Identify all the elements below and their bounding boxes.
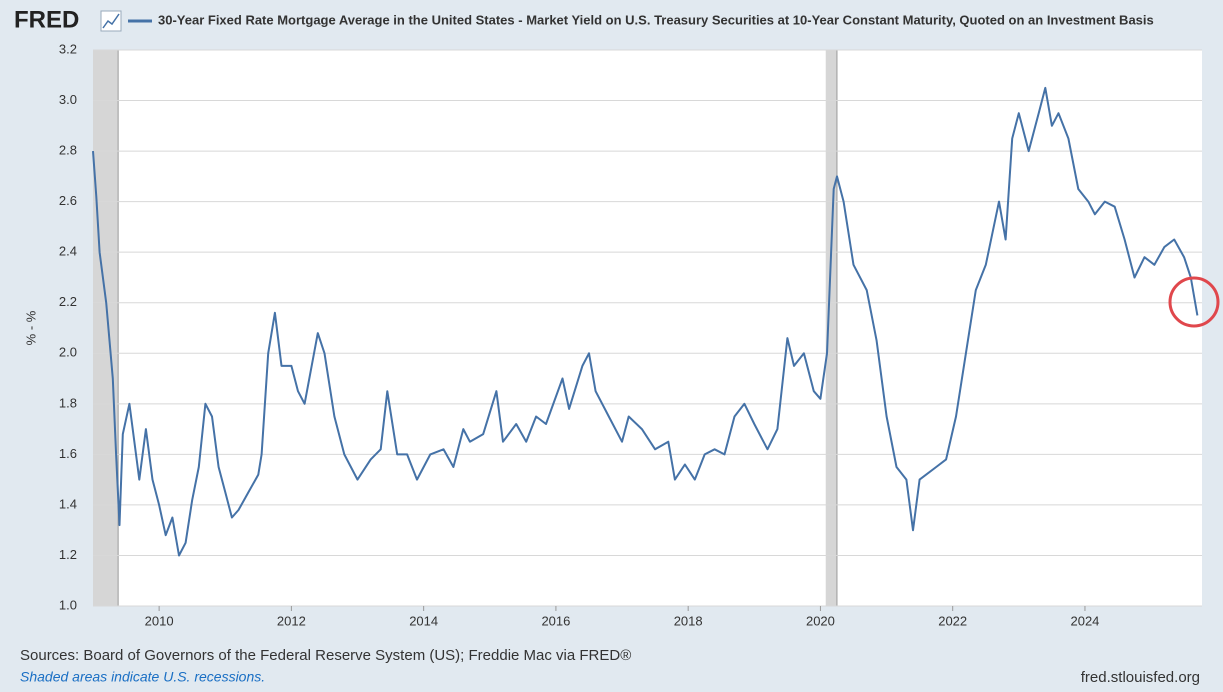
y-tick-label: 1.4 [59,496,77,511]
y-tick-label: 2.6 [59,193,77,208]
y-tick-label: 3.2 [59,41,77,56]
y-tick-label: 1.6 [59,446,77,461]
logo-icon [100,10,122,32]
source: Sources: Board of Governors of the Feder… [20,647,631,664]
recession-note[interactable]: Shaded areas indicate U.S. recessions. [20,669,265,685]
logo-icon-line [102,13,120,29]
x-tick-label: 2014 [409,613,438,628]
x-tick-label: 2012 [277,613,306,628]
y-tick-label: 1.2 [59,547,77,562]
plot-area [93,50,1202,606]
x-tick-label: 2020 [806,613,835,628]
credit: fred.stlouisfed.org [1081,669,1200,686]
y-tick-label: 2.4 [59,244,77,259]
plot-layer: 1.0 1.2 1.4 1.6 1.8 2.0 2.2 2.4 2.6 2.8 3.0 3.2 2010… [59,41,1202,628]
recession-band [93,50,119,606]
y-tick-label: 2.0 [59,345,77,360]
x-tick-label: 2010 [145,613,174,628]
y-tick-label: 2.2 [59,294,77,309]
y-tick-label: 1.0 [59,597,77,612]
x-tick-label: 2016 [541,613,570,628]
y-tick-label: 3.0 [59,92,77,107]
y-tick-label: 2.8 [59,143,77,158]
y-axis-label: % - % [23,310,38,345]
x-tick-label: 2024 [1070,613,1099,628]
x-tick-label: 2022 [938,613,967,628]
highlight-circle [1168,276,1220,328]
legend-label: 30-Year Fixed Rate Mortgage Average in t… [158,12,1154,27]
recession-band [825,50,837,606]
y-tick-label: 1.8 [59,395,77,410]
logo: FRED [14,6,79,33]
x-tick-label: 2018 [674,613,703,628]
series-line [92,86,1199,557]
